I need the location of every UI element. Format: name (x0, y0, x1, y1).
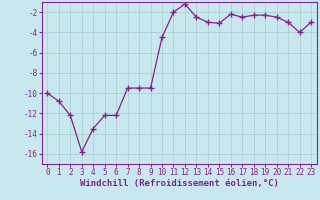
X-axis label: Windchill (Refroidissement éolien,°C): Windchill (Refroidissement éolien,°C) (80, 179, 279, 188)
